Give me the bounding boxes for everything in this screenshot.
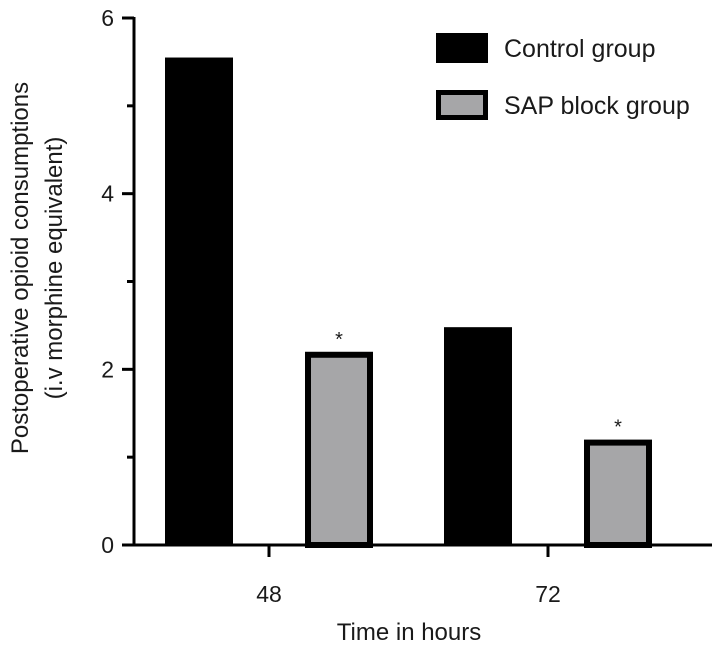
- x-tick-label-72: 72: [535, 581, 561, 607]
- x-axis: 48 72: [132, 543, 712, 607]
- bar-sap-block-48: [305, 351, 373, 548]
- plot-area: **: [165, 57, 652, 549]
- y-tick-label-4: 4: [101, 181, 114, 207]
- bar-control-72: [444, 327, 512, 545]
- y-axis-title-line-2: (i.v morphine equivalent): [41, 137, 68, 400]
- y-tick-label-6: 6: [101, 5, 114, 31]
- legend-swatch-control: [436, 33, 488, 63]
- y-axis: 0 2 4 6: [101, 5, 136, 558]
- significance-marker-72: *: [614, 417, 622, 439]
- y-axis-title-line-1: Postoperative opioid consumptions: [7, 82, 34, 454]
- bar-control-48: [165, 57, 233, 546]
- significance-marker-48: *: [335, 329, 343, 351]
- legend: Control group SAP block group: [436, 33, 690, 120]
- bar-sap-block-72: [584, 439, 652, 549]
- y-tick-label-0: 0: [101, 532, 114, 558]
- x-tick-label-48: 48: [256, 581, 282, 607]
- legend-label-control: Control group: [504, 35, 655, 63]
- y-tick-label-2: 2: [101, 356, 114, 382]
- legend-swatch-sap-block: [436, 90, 488, 120]
- legend-label-sap-block: SAP block group: [504, 92, 690, 120]
- x-axis-title: Time in hours: [337, 619, 482, 646]
